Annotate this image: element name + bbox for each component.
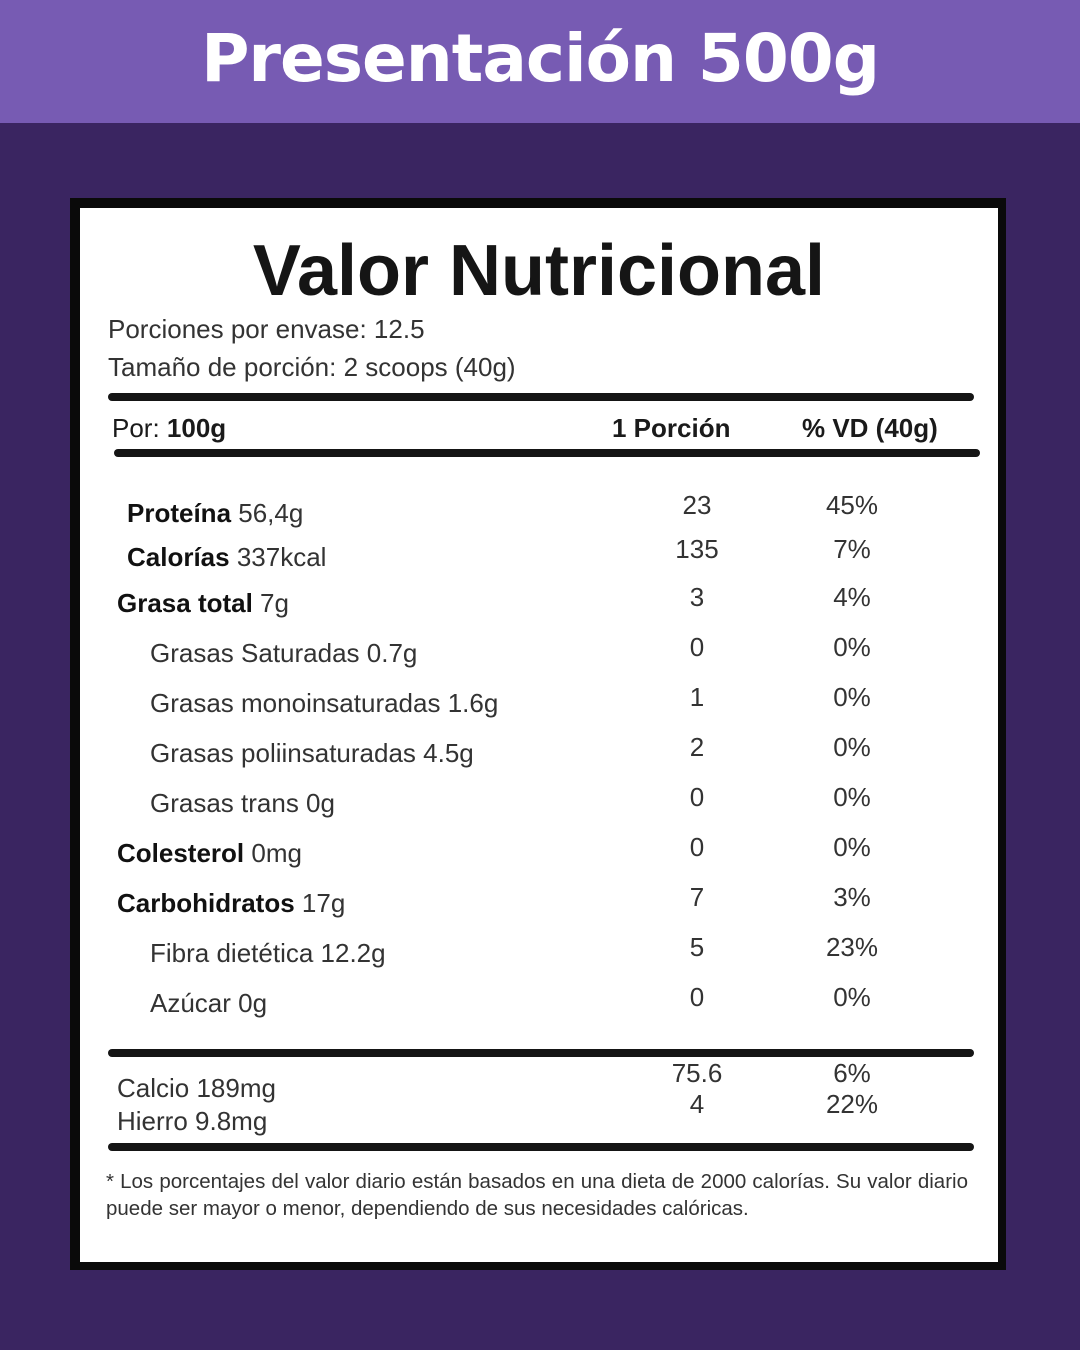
nutrient-row: Fibra dietética 12.2g 5 23% [80,932,998,982]
portion-value: 7 [689,882,705,912]
portion-value: 2 [689,732,705,762]
nutrient-name: Grasas Saturadas 0.7g [150,638,417,669]
banner-title: Presentación 500g [201,19,880,97]
portion-value: 135 [675,534,719,564]
divider [108,1049,974,1057]
nutrient-amount: 0mg [244,838,302,868]
dv-value: 3% [833,882,871,912]
portion-value: 0 [689,832,705,862]
dv-value: 23% [825,932,879,962]
footnote: * Los porcentajes del valor diario están… [106,1170,968,1220]
nutrient-amount: 17g [294,888,346,918]
dv-value: 4% [833,582,871,612]
nutrient-amount: 337kcal [229,542,327,572]
portion-value: 0 [689,782,705,812]
mineral-name: Hierro 9.8mg [117,1106,268,1136]
portion-value: 5 [689,932,705,962]
dv-value: 0% [833,832,871,862]
nutrient-row: Calorías 337kcal 135 7% [80,534,998,582]
servings-per-container: Porciones por envase: 12.5 [108,314,425,344]
nutrient-name-bold: Colesterol [117,838,245,868]
divider [108,393,974,401]
portion-value: 0 [689,632,705,662]
dv-value: 7% [833,534,871,564]
nutrient-amount: Azúcar 0g [150,988,268,1018]
per-value: 100g [166,413,227,443]
portion-value: 0 [689,982,705,1012]
nutrient-row: Grasas monoinsaturadas 1.6g 1 0% [80,682,998,732]
nutrient-amount: Grasas trans 0g [150,788,335,818]
portion-value: 3 [689,582,705,612]
nutrient-amount: Grasas poliinsaturadas 4.5g [150,738,474,768]
col-portion: 1 Porción [612,413,731,443]
nutrient-table: Proteína 56,4g 23 45% Calorías 337kcal 13… [80,490,998,1032]
portion-value: 75.6 [671,1058,723,1088]
dv-value: 0% [833,982,871,1012]
dv-value: 6% [833,1058,871,1088]
nutrient-name-bold: Grasa total [117,588,253,618]
nutrient-name: Grasas monoinsaturadas 1.6g [150,688,498,719]
serving-size: Tamaño de porción: 2 scoops (40g) [108,352,516,382]
nutrient-row: Grasas trans 0g 0 0% [80,782,998,832]
nutrient-amount: Grasas Saturadas 0.7g [150,638,418,668]
nutrient-row: Grasa total 7g 3 4% [80,582,998,632]
nutrient-name: Proteína 56,4g [127,498,303,529]
portion-value: 23 [682,490,712,520]
nutrient-row: Proteína 56,4g 23 45% [80,490,998,534]
nutrient-amount: Fibra dietética 12.2g [150,938,386,968]
nutrient-row: Grasas Saturadas 0.7g 0 0% [80,632,998,682]
nutrient-row: Grasas poliinsaturadas 4.5g 2 0% [80,732,998,782]
nutrient-row: Azúcar 0g 0 0% [80,982,998,1032]
nutrient-amount: Grasas monoinsaturadas 1.6g [150,688,499,718]
dv-value: 45% [825,490,879,520]
nutrient-name: Carbohidratos 17g [117,888,345,919]
nutrient-name: Calorías 337kcal [127,542,326,573]
portion-value: 1 [689,682,705,712]
nutrient-name: Grasa total 7g [117,588,289,619]
col-dv: % VD (40g) [802,413,938,443]
nutrient-row: Colesterol 0mg 0 0% [80,832,998,882]
nutrient-name: Colesterol 0mg [117,838,302,869]
banner: Presentación 500g [0,0,1080,123]
dv-value: 0% [833,632,871,662]
nutrition-label-body: Valor Nutricional Porciones por envase: … [80,208,998,1262]
label-title: Valor Nutricional [252,231,826,311]
nutrient-amount: 7g [252,588,289,618]
per-label: Por: [112,413,160,443]
dv-value: 0% [833,732,871,762]
dv-value: 22% [825,1089,879,1119]
nutrient-name-bold: Calorías [127,542,230,572]
divider [114,449,980,457]
divider [108,1143,974,1151]
nutrient-name: Azúcar 0g [150,988,267,1019]
nutrient-row: Carbohidratos 17g 7 3% [80,882,998,932]
nutrient-amount: 56,4g [231,498,304,528]
mineral-name: Calcio 189mg [117,1073,276,1103]
nutrient-name-bold: Proteína [127,498,232,528]
nutrient-name-bold: Carbohidratos [117,888,295,918]
nutrient-name: Grasas poliinsaturadas 4.5g [150,738,474,769]
portion-value: 4 [689,1089,705,1119]
nutrient-name: Grasas trans 0g [150,788,335,819]
dv-value: 0% [833,782,871,812]
dv-value: 0% [833,682,871,712]
nutrient-name: Fibra dietética 12.2g [150,938,386,969]
nutrition-label: Valor Nutricional Porciones por envase: … [70,198,1006,1270]
